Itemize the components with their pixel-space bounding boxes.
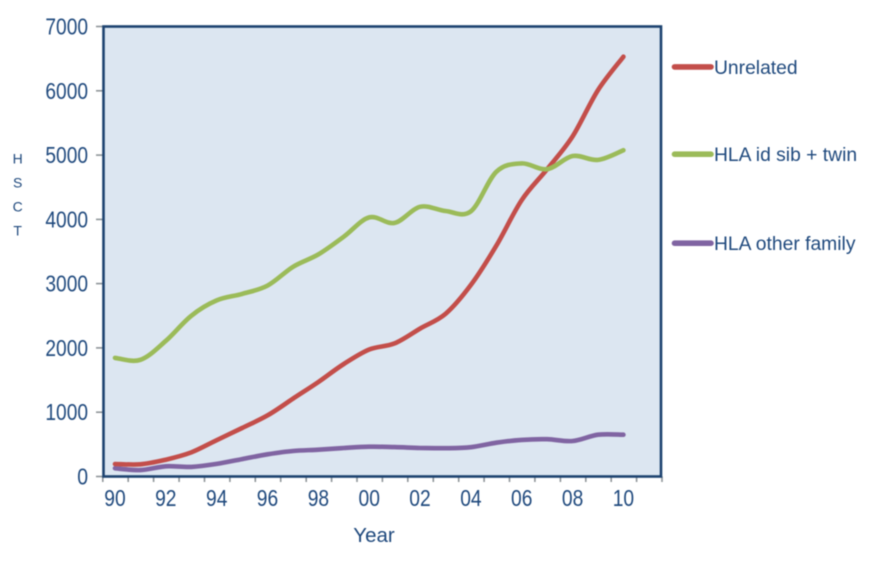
svg-text:10: 10: [613, 485, 634, 511]
svg-text:H: H: [13, 151, 23, 167]
svg-text:1000: 1000: [45, 399, 88, 425]
svg-text:96: 96: [257, 485, 278, 511]
svg-text:5000: 5000: [45, 142, 88, 168]
svg-text:S: S: [13, 175, 22, 191]
svg-text:T: T: [13, 223, 22, 239]
svg-text:0: 0: [77, 464, 88, 490]
svg-text:08: 08: [562, 485, 583, 511]
svg-text:98: 98: [308, 485, 329, 511]
svg-text:94: 94: [206, 485, 228, 511]
svg-text:HLA other family: HLA other family: [714, 234, 856, 255]
svg-text:06: 06: [511, 485, 532, 511]
svg-text:04: 04: [460, 485, 482, 511]
svg-text:C: C: [13, 199, 23, 215]
svg-text:00: 00: [359, 485, 380, 511]
svg-text:2000: 2000: [45, 335, 88, 361]
svg-text:HLA id sib + twin: HLA id sib + twin: [714, 145, 857, 166]
svg-text:7000: 7000: [45, 14, 88, 40]
svg-text:Year: Year: [353, 524, 395, 547]
svg-text:92: 92: [155, 485, 176, 511]
svg-text:Unrelated: Unrelated: [714, 58, 798, 79]
svg-text:3000: 3000: [45, 271, 88, 297]
svg-text:02: 02: [409, 485, 430, 511]
svg-text:90: 90: [104, 485, 125, 511]
svg-text:6000: 6000: [45, 78, 88, 104]
svg-text:4000: 4000: [45, 206, 88, 232]
